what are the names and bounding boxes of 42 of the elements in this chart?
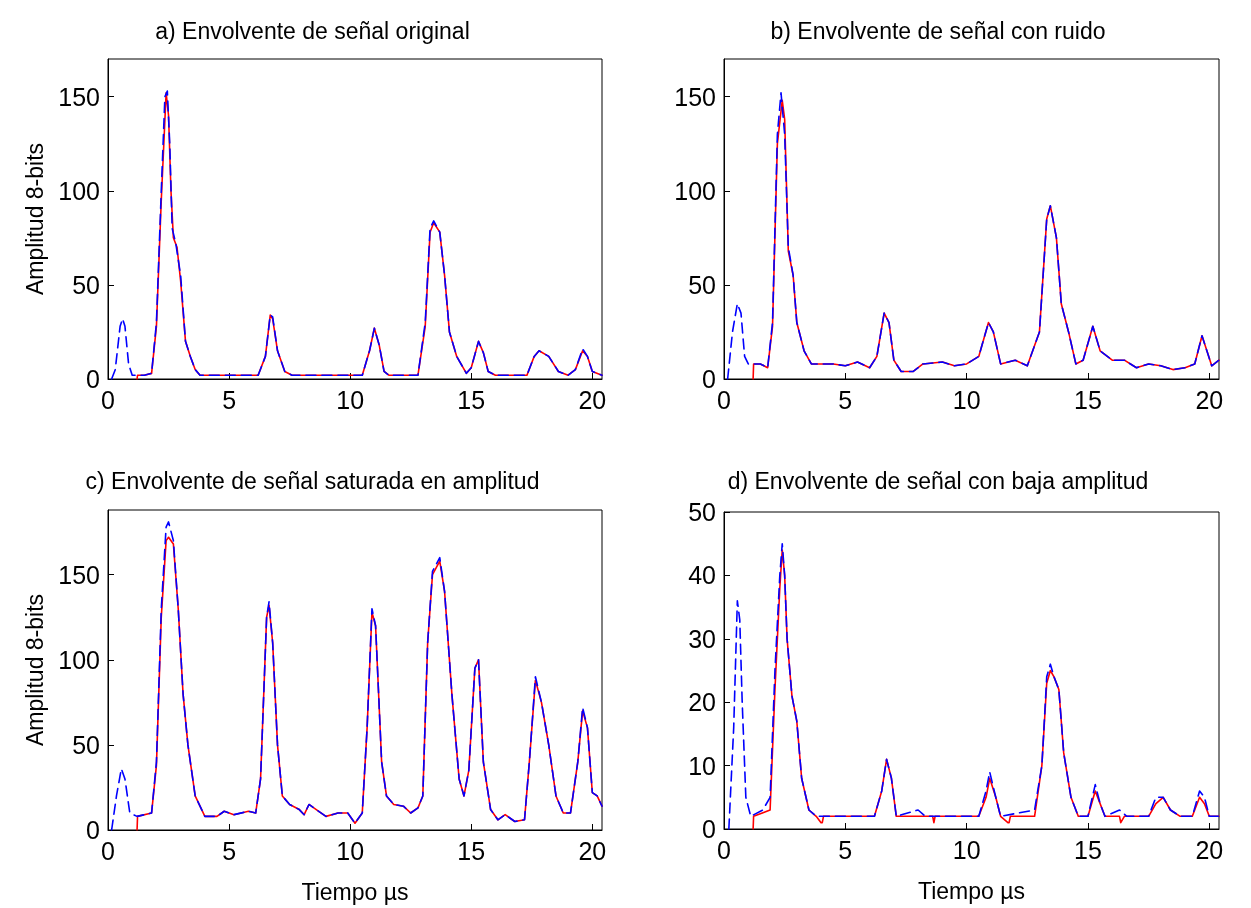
x-tick-label: 20 bbox=[578, 836, 607, 865]
x-tick-label: 15 bbox=[457, 836, 486, 865]
y-tick-label: 0 bbox=[702, 815, 716, 843]
x-tick-label: 10 bbox=[336, 385, 365, 414]
y-axis-title: Amplitud 8-bits bbox=[21, 142, 48, 296]
chart-title: b) Envolvente de señal con ruido bbox=[770, 17, 1106, 44]
chart-title: c) Envolvente de señal saturada en amplitud bbox=[85, 467, 540, 494]
x-tick-label: 10 bbox=[336, 836, 365, 865]
x-tick-label: 20 bbox=[1195, 385, 1224, 414]
y-tick-label: 100 bbox=[58, 176, 100, 205]
y-tick-label: 100 bbox=[58, 645, 100, 674]
y-tick-label: 0 bbox=[702, 365, 716, 393]
y-tick-label: 10 bbox=[688, 751, 716, 780]
x-axis-title: Tiempo µs bbox=[301, 878, 409, 905]
x-tick-label: 10 bbox=[952, 385, 981, 414]
x-tick-label: 15 bbox=[457, 385, 486, 414]
x-tick-label: 5 bbox=[222, 836, 237, 865]
chart-title: a) Envolvente de señal original bbox=[155, 17, 470, 44]
y-tick-label: 30 bbox=[688, 624, 716, 653]
y-tick-label: 150 bbox=[58, 560, 100, 589]
y-tick-label: 0 bbox=[86, 365, 100, 393]
y-tick-label: 150 bbox=[58, 82, 100, 111]
x-tick-label: 15 bbox=[1074, 385, 1102, 414]
y-tick-label: 50 bbox=[688, 498, 716, 526]
x-tick-label: 20 bbox=[578, 385, 607, 414]
chart-title: d) Envolvente de señal con baja amplitud bbox=[727, 467, 1149, 494]
y-tick-label: 20 bbox=[688, 688, 716, 717]
x-tick-label: 5 bbox=[222, 385, 237, 414]
y-tick-label: 50 bbox=[72, 270, 100, 299]
y-axis-title: Amplitud 8-bits bbox=[21, 593, 48, 747]
x-tick-label: 20 bbox=[1195, 835, 1224, 864]
x-tick-label: 5 bbox=[838, 835, 853, 864]
x-tick-label: 5 bbox=[838, 385, 853, 414]
x-tick-label: 10 bbox=[952, 835, 981, 864]
y-tick-label: 40 bbox=[688, 561, 716, 590]
x-tick-label: 15 bbox=[1074, 835, 1102, 864]
y-tick-label: 100 bbox=[674, 176, 716, 205]
y-tick-label: 50 bbox=[72, 730, 100, 759]
y-tick-label: 50 bbox=[688, 270, 716, 299]
x-axis-title: Tiempo µs bbox=[918, 877, 1025, 904]
y-tick-label: 150 bbox=[674, 82, 716, 111]
y-tick-label: 0 bbox=[86, 816, 100, 844]
